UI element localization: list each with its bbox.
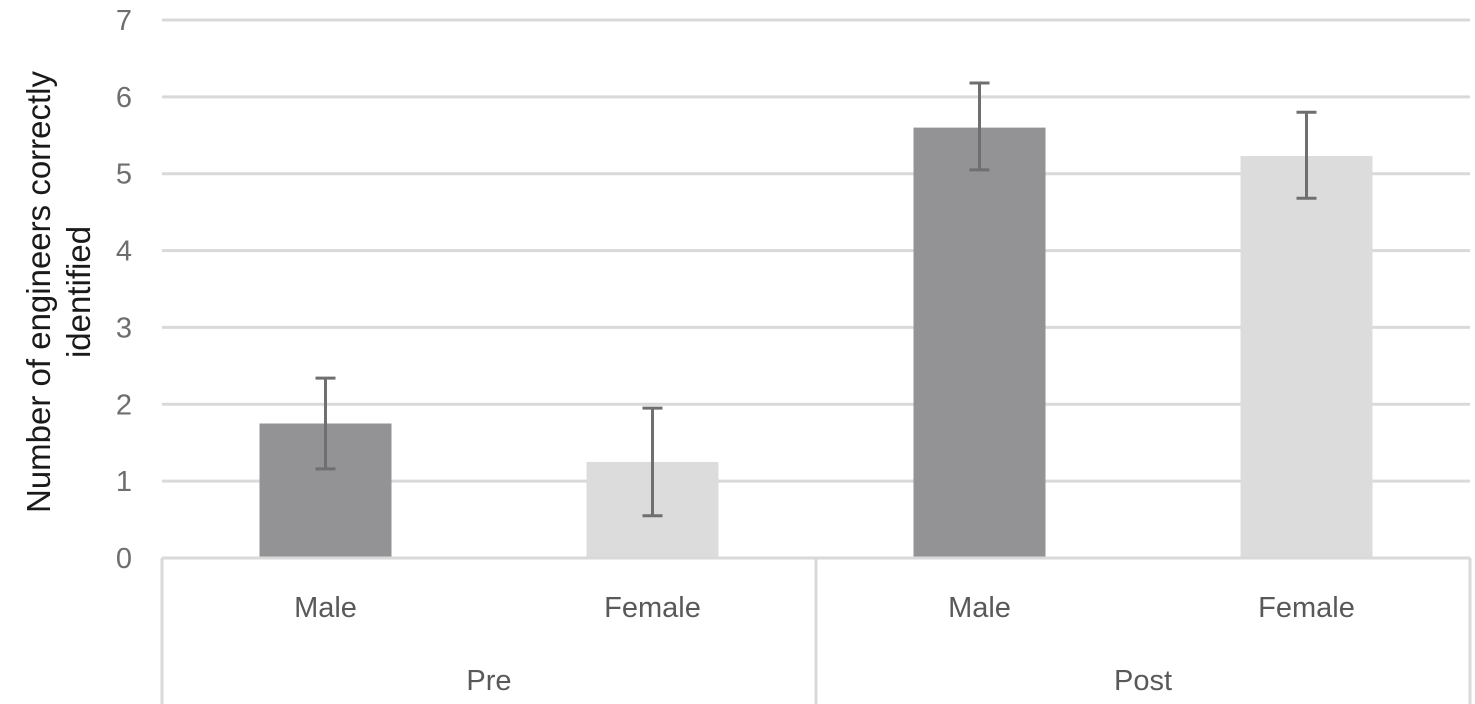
y-axis-title-line-2: identified	[60, 226, 97, 358]
bars	[259, 127, 1373, 558]
category-label: Female	[604, 592, 701, 624]
category-label: Male	[948, 592, 1011, 624]
y-tick-label: 3	[116, 312, 132, 344]
bar-post-male	[913, 127, 1046, 558]
error-bars	[315, 81, 1317, 518]
y-axis-title: Number of engineers correctly identified	[20, 70, 97, 513]
y-tick-label: 6	[116, 82, 132, 114]
y-tick-labels: 0 1 2 3 4 5 6 7	[116, 5, 132, 575]
y-tick-label: 2	[116, 389, 132, 421]
y-tick-label: 1	[116, 466, 132, 498]
y-tick-label: 4	[116, 236, 132, 268]
category-label: Male	[294, 592, 357, 624]
y-tick-label: 5	[116, 159, 132, 191]
gridlines	[162, 18, 1470, 483]
category-axis: Pre Male Female Post Male Female	[160, 556, 1472, 704]
error-bar-post-female	[1296, 110, 1317, 200]
group-label: Pre	[466, 665, 511, 697]
category-label: Female	[1258, 592, 1355, 624]
y-tick-label: 0	[116, 543, 132, 575]
y-tick-label: 7	[116, 5, 132, 37]
error-bar-pre-female	[642, 406, 663, 518]
error-bar-post-male	[969, 81, 990, 172]
y-axis-title-line-1: Number of engineers correctly	[20, 70, 57, 513]
group-label: Post	[1114, 665, 1172, 697]
bar-post-female	[1240, 156, 1373, 558]
error-bar-pre-male	[315, 376, 336, 471]
